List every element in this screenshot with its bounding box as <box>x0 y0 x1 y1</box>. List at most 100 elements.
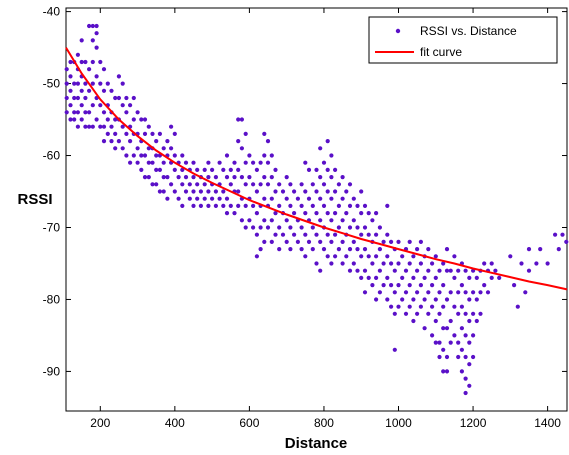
y-tick-label: -70 <box>43 220 61 234</box>
scatter-point <box>452 254 457 259</box>
scatter-point <box>221 189 226 194</box>
scatter-point <box>351 239 356 244</box>
scatter-point <box>90 38 95 43</box>
scatter-point <box>400 297 405 302</box>
scatter-point <box>422 326 427 331</box>
scatter-point <box>221 203 226 208</box>
scatter-point <box>441 304 446 309</box>
x-tick-label: 800 <box>314 416 334 430</box>
scatter-point <box>333 232 338 237</box>
scatter-point <box>72 110 77 115</box>
scatter-point <box>139 153 144 158</box>
scatter-point <box>258 225 263 230</box>
scatter-point <box>150 182 155 187</box>
scatter-point <box>396 239 401 244</box>
scatter-point <box>433 254 438 259</box>
scatter-point <box>355 268 360 273</box>
scatter-point <box>90 59 95 65</box>
scatter-point <box>474 275 479 280</box>
scatter-point <box>116 74 121 79</box>
y-axis-title: RSSI <box>17 191 52 208</box>
scatter-point <box>314 211 319 216</box>
scatter-point <box>485 290 491 295</box>
scatter-point <box>329 153 334 158</box>
scatter-point <box>90 81 95 86</box>
scatter-point <box>210 196 215 201</box>
scatter-point <box>463 311 468 316</box>
scatter-point <box>303 160 308 165</box>
scatter-point <box>385 275 390 280</box>
scatter-point <box>154 182 159 187</box>
scatter-point <box>437 268 442 273</box>
scatter-point <box>269 239 274 244</box>
scatter-point <box>254 211 259 216</box>
scatter-point <box>467 362 472 367</box>
scatter-point <box>191 203 196 208</box>
scatter-point <box>459 304 464 309</box>
scatter-point <box>191 189 196 194</box>
scatter-point <box>94 117 99 122</box>
scatter-point <box>430 333 435 338</box>
scatter-point <box>467 383 472 388</box>
scatter-point <box>385 254 390 259</box>
scatter-point <box>321 247 327 252</box>
scatter-point <box>68 117 73 122</box>
scatter-point <box>336 225 341 230</box>
scatter-point <box>366 275 371 280</box>
scatter-point <box>359 232 364 237</box>
scatter-point <box>359 211 364 216</box>
scatter-point <box>456 354 461 360</box>
scatter-point <box>288 182 293 187</box>
scatter-point <box>284 175 289 180</box>
scatter-point <box>101 67 107 72</box>
scatter-point <box>280 189 286 194</box>
scatter-point <box>362 290 368 295</box>
scatter-point <box>232 211 237 216</box>
scatter-point <box>213 189 218 194</box>
scatter-point <box>422 297 427 302</box>
scatter-point <box>325 189 330 194</box>
scatter-point <box>456 290 461 295</box>
scatter-point <box>87 110 92 115</box>
scatter-point <box>146 175 151 180</box>
scatter-point <box>94 45 99 50</box>
scatter-point <box>306 239 312 244</box>
scatter-point <box>262 239 267 244</box>
scatter-point <box>299 225 304 230</box>
scatter-point <box>333 254 338 259</box>
scatter-point <box>224 153 230 158</box>
legend: RSSI vs. Distance fit curve <box>368 16 558 64</box>
scatter-point <box>239 218 244 223</box>
scatter-point <box>340 218 345 223</box>
x-tick-label: 1000 <box>385 416 412 430</box>
scatter-point <box>374 254 379 259</box>
scatter-point <box>418 239 423 244</box>
scatter-point <box>154 153 159 158</box>
scatter-point <box>456 311 461 316</box>
scatter-point <box>452 304 457 309</box>
scatter-point <box>243 203 248 208</box>
scatter-point <box>471 290 476 295</box>
scatter-point <box>247 153 252 158</box>
scatter-point <box>415 268 420 273</box>
scatter-point <box>437 311 442 316</box>
scatter-point <box>258 247 263 252</box>
scatter-point <box>265 182 271 187</box>
scatter-point <box>128 139 133 144</box>
scatter-point <box>247 218 252 223</box>
scatter-point <box>139 117 144 122</box>
scatter-point <box>150 160 155 165</box>
scatter-point <box>441 261 446 266</box>
scatter-point <box>448 268 453 273</box>
scatter-point <box>444 268 450 273</box>
scatter-point <box>116 139 121 144</box>
scatter-point <box>463 268 468 273</box>
scatter-point <box>426 311 431 316</box>
scatter-point <box>269 218 274 223</box>
scatter-point <box>418 283 423 288</box>
scatter-point <box>273 211 278 216</box>
scatter-point <box>426 247 431 252</box>
scatter-point <box>146 124 151 129</box>
scatter-point <box>79 103 84 108</box>
scatter-point <box>172 189 177 194</box>
